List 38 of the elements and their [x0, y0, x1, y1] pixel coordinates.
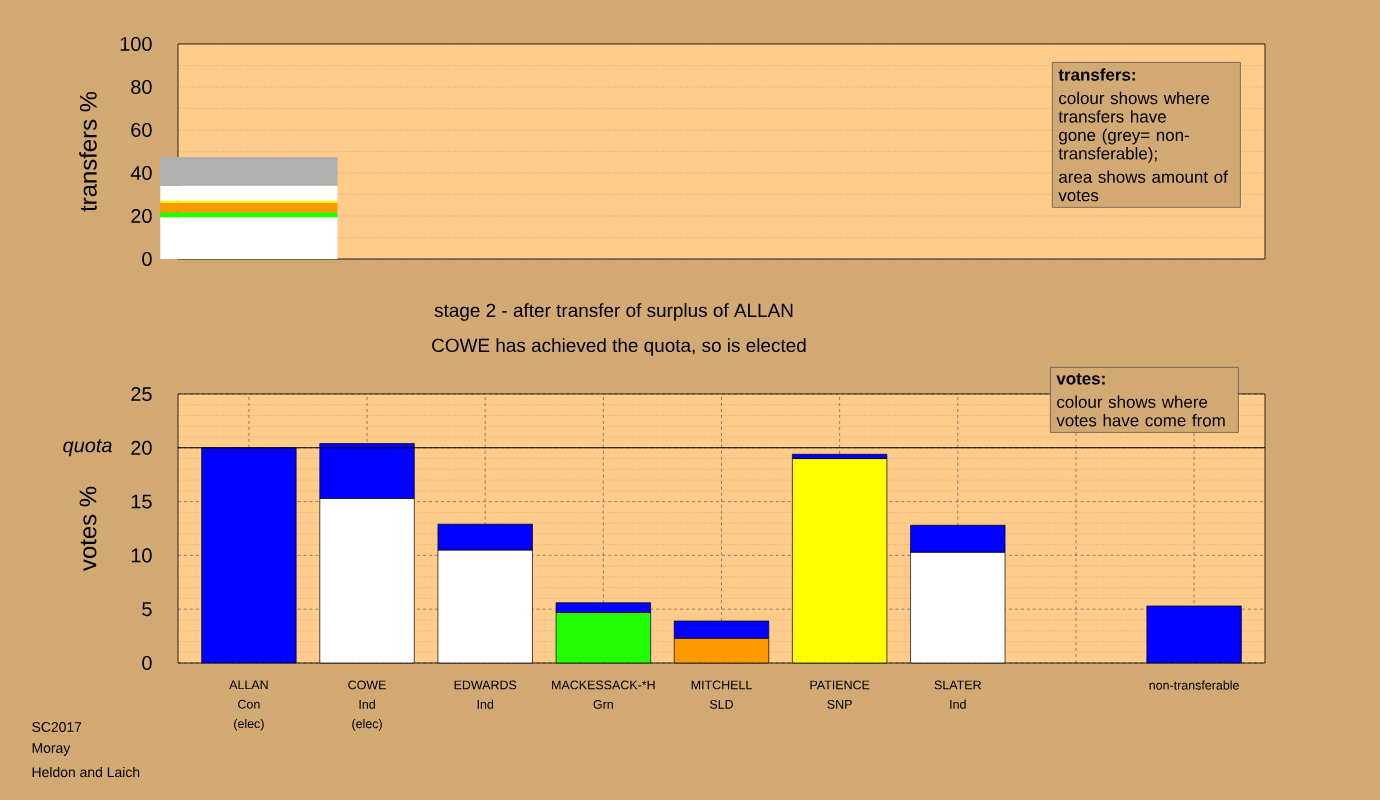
ref-line-label: quota: [63, 439, 112, 457]
y-tick-label: 100: [120, 36, 152, 52]
y-tick-label: 15: [131, 494, 152, 509]
text: Heldon and Laich: [32, 766, 140, 778]
text: Moray: [32, 743, 71, 756]
text: votes:: [1056, 373, 1105, 385]
chart-subtitle: COWE has achieved the quota, so is elected: [432, 338, 806, 356]
y-tick-label: 80: [131, 79, 152, 95]
bar: [160, 203, 338, 213]
y-axis-title: votes %: [79, 486, 97, 571]
y-tick-label: 10: [131, 548, 152, 563]
annotation: area shows amount of votes: [1058, 170, 1228, 202]
x-tick-label: SLATER Ind: [934, 680, 981, 709]
x-tick-label: EDWARDS Ind: [454, 680, 517, 709]
x-tick-label: non-transferable: [1149, 680, 1239, 690]
y-tick-label: 60: [131, 122, 152, 138]
y-tick-label: 5: [142, 602, 152, 617]
x-tick-label: PATIENCE SNP: [810, 680, 870, 709]
y-tick-label: 0: [142, 251, 152, 267]
x-tick-label: MACKESSACK-*H Grn: [552, 680, 655, 709]
x-tick-label: COWE Ind (elec): [348, 680, 386, 731]
x-tick-label: ALLAN Con (elec): [229, 680, 268, 731]
annotation: colour shows where votes have come from: [1056, 395, 1225, 427]
y-tick-label: 20: [131, 208, 152, 224]
y-axis-title: transfers %: [79, 91, 97, 212]
y-tick-label: 25: [131, 386, 152, 402]
text: SC2017: [32, 722, 82, 732]
y-tick-label: 0: [142, 655, 152, 671]
y-tick-label: 20: [131, 440, 152, 455]
bar: [160, 212, 338, 218]
chart-title: stage 2 - after transfer of surplus of ALLAN: [434, 303, 793, 321]
annotation: colour shows where transfers have gone (grey= non-transferable);: [1058, 91, 1210, 163]
bar: [160, 157, 338, 186]
bar: [160, 185, 338, 201]
bar: [160, 217, 338, 259]
y-tick-label: 40: [130, 165, 152, 181]
annotation: transfers:: [1058, 68, 1135, 81]
x-tick-label: MITCHELL SLD: [691, 680, 752, 709]
